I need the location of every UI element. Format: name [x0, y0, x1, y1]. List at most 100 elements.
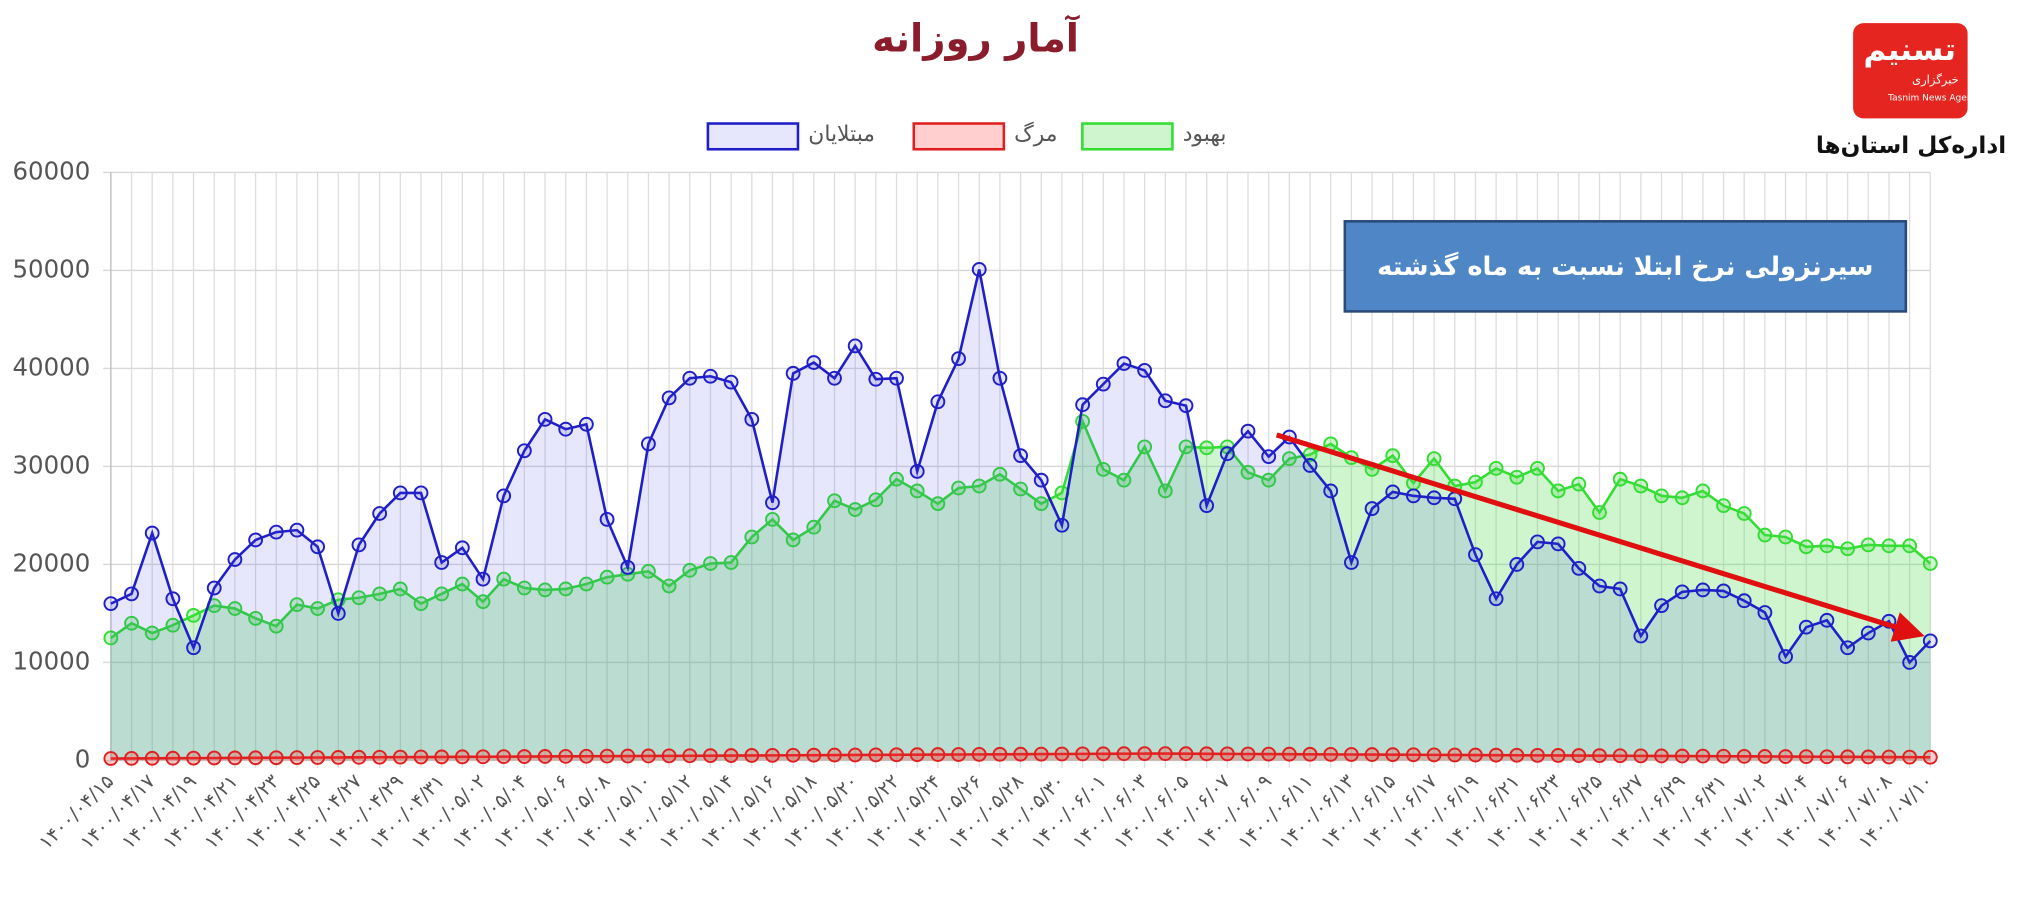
data-point	[1261, 746, 1277, 762]
data-point	[785, 365, 801, 381]
data-point	[1426, 490, 1442, 506]
legend-label: مبتلایان	[808, 122, 875, 147]
data-point	[1654, 488, 1669, 504]
data-point	[1343, 747, 1359, 762]
data-point	[1323, 483, 1339, 499]
data-point	[806, 355, 822, 370]
data-point	[434, 749, 450, 765]
data-point	[1302, 458, 1318, 473]
data-point	[1881, 538, 1897, 554]
data-point	[496, 488, 512, 504]
data-point	[1757, 527, 1773, 543]
data-point	[144, 525, 160, 541]
data-point	[310, 750, 326, 765]
data-point	[1654, 598, 1669, 614]
data-point	[1095, 746, 1111, 762]
data-point	[1095, 376, 1111, 392]
data-point	[351, 537, 367, 553]
data-point	[1261, 472, 1277, 488]
data-point	[1033, 496, 1049, 512]
data-point	[1902, 538, 1918, 554]
data-point	[1178, 746, 1194, 762]
data-point	[1860, 749, 1876, 765]
data-point	[1757, 605, 1773, 620]
data-point	[765, 495, 780, 511]
data-point	[227, 750, 243, 766]
data-point	[1468, 747, 1483, 763]
data-point	[1116, 472, 1132, 488]
data-point	[1716, 748, 1731, 764]
logo-agency-fa: خبرگزاری	[1912, 72, 1959, 87]
data-point	[372, 586, 388, 602]
data-point	[1736, 506, 1752, 521]
data-point	[930, 496, 946, 512]
annotation: سیرنزولی نرخ ابتلا نسبت به ماه گذشته	[1377, 251, 1873, 282]
data-point	[1343, 555, 1359, 570]
data-point	[682, 562, 698, 578]
data-point	[392, 485, 408, 501]
data-point	[1137, 362, 1153, 378]
data-point	[578, 416, 594, 432]
y-tick-label: 10000	[13, 646, 91, 675]
data-point	[206, 580, 222, 596]
data-point	[1633, 748, 1649, 764]
y-tick-label: 50000	[13, 254, 91, 283]
data-point	[1116, 746, 1132, 762]
data-point	[1695, 483, 1711, 499]
annotation-box	[1343, 220, 1908, 313]
data-point	[1178, 439, 1194, 455]
data-point	[434, 555, 450, 570]
data-point	[827, 747, 842, 763]
data-point	[1488, 747, 1504, 763]
data-point	[1550, 483, 1566, 499]
data-point	[1199, 440, 1215, 456]
data-point	[599, 511, 615, 527]
data-point	[454, 576, 470, 592]
data-point	[1633, 628, 1649, 644]
data-point	[124, 615, 139, 631]
data-point	[827, 493, 842, 509]
data-point	[516, 749, 532, 764]
data-point	[268, 618, 284, 634]
data-point	[1550, 748, 1566, 763]
data-point	[1778, 529, 1793, 545]
data-point	[868, 371, 884, 387]
legend-swatch	[912, 122, 1006, 151]
data-point	[1716, 583, 1731, 599]
data-point	[537, 582, 553, 598]
data-point	[1509, 469, 1525, 485]
data-point	[1550, 536, 1566, 552]
data-point	[930, 394, 946, 410]
data-point	[1612, 748, 1628, 764]
data-point	[641, 436, 656, 452]
data-point	[454, 540, 470, 556]
data-point	[1095, 461, 1111, 477]
data-point	[144, 625, 160, 641]
data-point	[1199, 498, 1215, 514]
y-tick-label: 20000	[13, 548, 91, 577]
data-point	[723, 374, 739, 390]
data-point	[124, 586, 139, 602]
data-point	[909, 463, 925, 479]
data-point	[144, 750, 160, 766]
data-point	[1571, 476, 1587, 492]
data-point	[951, 351, 966, 367]
data-point	[971, 478, 987, 494]
data-point	[1261, 449, 1277, 465]
data-point	[1013, 481, 1028, 497]
data-point	[330, 750, 346, 765]
data-point	[558, 748, 574, 764]
data-point	[227, 601, 243, 616]
data-point	[1054, 746, 1070, 762]
data-point	[1447, 747, 1463, 763]
data-point	[889, 747, 904, 763]
chart-title: آمار روزانه	[872, 15, 1080, 62]
data-point	[558, 581, 574, 597]
data-point	[1633, 478, 1649, 494]
data-point	[165, 617, 181, 633]
data-point	[1426, 747, 1442, 763]
data-point	[1157, 746, 1173, 761]
data-point	[1509, 747, 1525, 763]
data-point	[992, 746, 1008, 762]
